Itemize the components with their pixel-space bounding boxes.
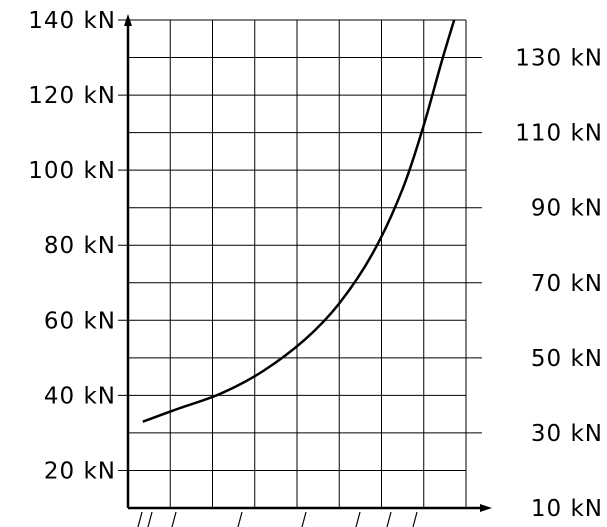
hatch-mark bbox=[301, 511, 307, 527]
left-tick-label: 40 kN bbox=[44, 383, 116, 409]
left-tick-label: 60 kN bbox=[44, 308, 116, 334]
hatch-mark bbox=[171, 511, 177, 527]
left-tick-label: 140 kN bbox=[28, 8, 116, 34]
right-tick-label: 10 kN bbox=[531, 496, 603, 522]
left-tick-label: 80 kN bbox=[44, 233, 116, 259]
right-tick-label: 130 kN bbox=[515, 46, 603, 72]
axes bbox=[124, 14, 492, 512]
right-tick-label: 30 kN bbox=[531, 421, 603, 447]
series-line bbox=[142, 19, 456, 423]
right-tick-label: 50 kN bbox=[531, 346, 603, 372]
right-tick-label: 90 kN bbox=[531, 196, 603, 222]
hatch-mark bbox=[355, 511, 361, 527]
right-tick-label: 110 kN bbox=[515, 121, 603, 147]
left-axis-arrow bbox=[124, 14, 132, 26]
left-tick-label: 20 kN bbox=[44, 458, 116, 484]
hatch-mark bbox=[386, 511, 392, 527]
axis-hatching bbox=[137, 511, 418, 527]
hatch-mark bbox=[137, 511, 143, 527]
bottom-axis-arrow bbox=[480, 504, 492, 512]
left-tick-labels: 20 kN 40 kN 60 kN 80 kN 100 kN 120 kN 140 kN bbox=[28, 8, 116, 484]
left-tick-label: 120 kN bbox=[28, 83, 116, 109]
grid bbox=[118, 19, 482, 508]
left-tick-label: 100 kN bbox=[28, 158, 116, 184]
right-tick-labels: 10 kN 30 kN 50 kN 70 kN 90 kN 110 kN 130 kN bbox=[515, 46, 603, 522]
right-tick-label: 70 kN bbox=[531, 271, 603, 297]
hatch-mark bbox=[412, 511, 418, 527]
hatch-mark bbox=[237, 511, 243, 527]
hatch-mark bbox=[147, 511, 153, 527]
